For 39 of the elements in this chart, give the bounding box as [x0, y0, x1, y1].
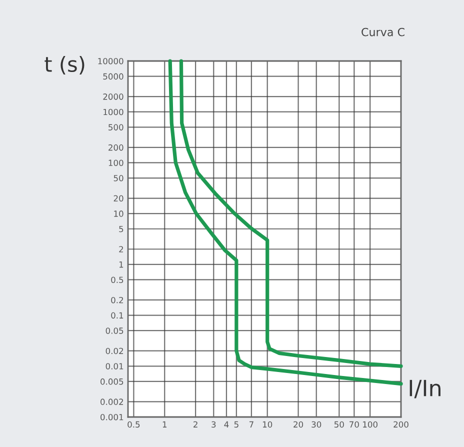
x-tick-label: 70: [350, 421, 359, 428]
chart-title: Curva C: [362, 28, 404, 36]
y-tick-label: 50: [114, 175, 124, 182]
y-tick-label: 10: [114, 210, 124, 217]
y-tick-label: 1: [119, 262, 124, 268]
x-tick-label: 10: [262, 421, 272, 428]
x-tick-label: 200: [394, 421, 408, 428]
y-tick-label: 0.002: [100, 398, 123, 405]
x-tick-label: 2: [194, 421, 198, 428]
y-tick-label: 100: [108, 160, 124, 166]
y-tick-label: 10000: [98, 58, 124, 64]
y-tick-label: 1000: [104, 108, 124, 116]
y-tick-label: 0.5: [111, 276, 124, 284]
x-tick-label: 20: [294, 421, 304, 428]
y-tick-label: 2000: [103, 94, 124, 100]
y-tick-label: 5: [119, 226, 124, 232]
y-axis-title: t (s): [44, 56, 84, 74]
y-tick-label: 0.1: [111, 312, 124, 319]
x-tick-label: 7: [249, 421, 254, 428]
x-tick-label: 100: [363, 421, 378, 428]
x-tick-label: 50: [334, 421, 344, 428]
y-tick-label: 20: [114, 195, 124, 202]
x-tick-label: 0.5: [128, 421, 140, 428]
x-tick-label: 1: [162, 421, 167, 428]
y-tick-label: 5000: [103, 73, 124, 80]
x-axis-title: I/In: [410, 380, 440, 398]
x-tick-label: 4: [224, 421, 229, 428]
x-tick-label: 30: [312, 421, 322, 428]
y-tick-label: 0.01: [106, 363, 124, 370]
y-tick-label: 0.2: [111, 296, 123, 304]
y-tick-label: 0.001: [100, 414, 124, 420]
y-tick-label: 500: [108, 124, 124, 130]
y-tick-label: 2: [119, 246, 123, 252]
y-tick-label: 200: [108, 144, 124, 151]
y-tick-label: 0.05: [106, 328, 124, 334]
y-tick-label: 0.02: [106, 348, 123, 354]
x-tick-label: 5: [234, 421, 238, 428]
y-tick-label: 0.005: [100, 378, 124, 385]
x-tick-label: 3: [212, 421, 216, 428]
